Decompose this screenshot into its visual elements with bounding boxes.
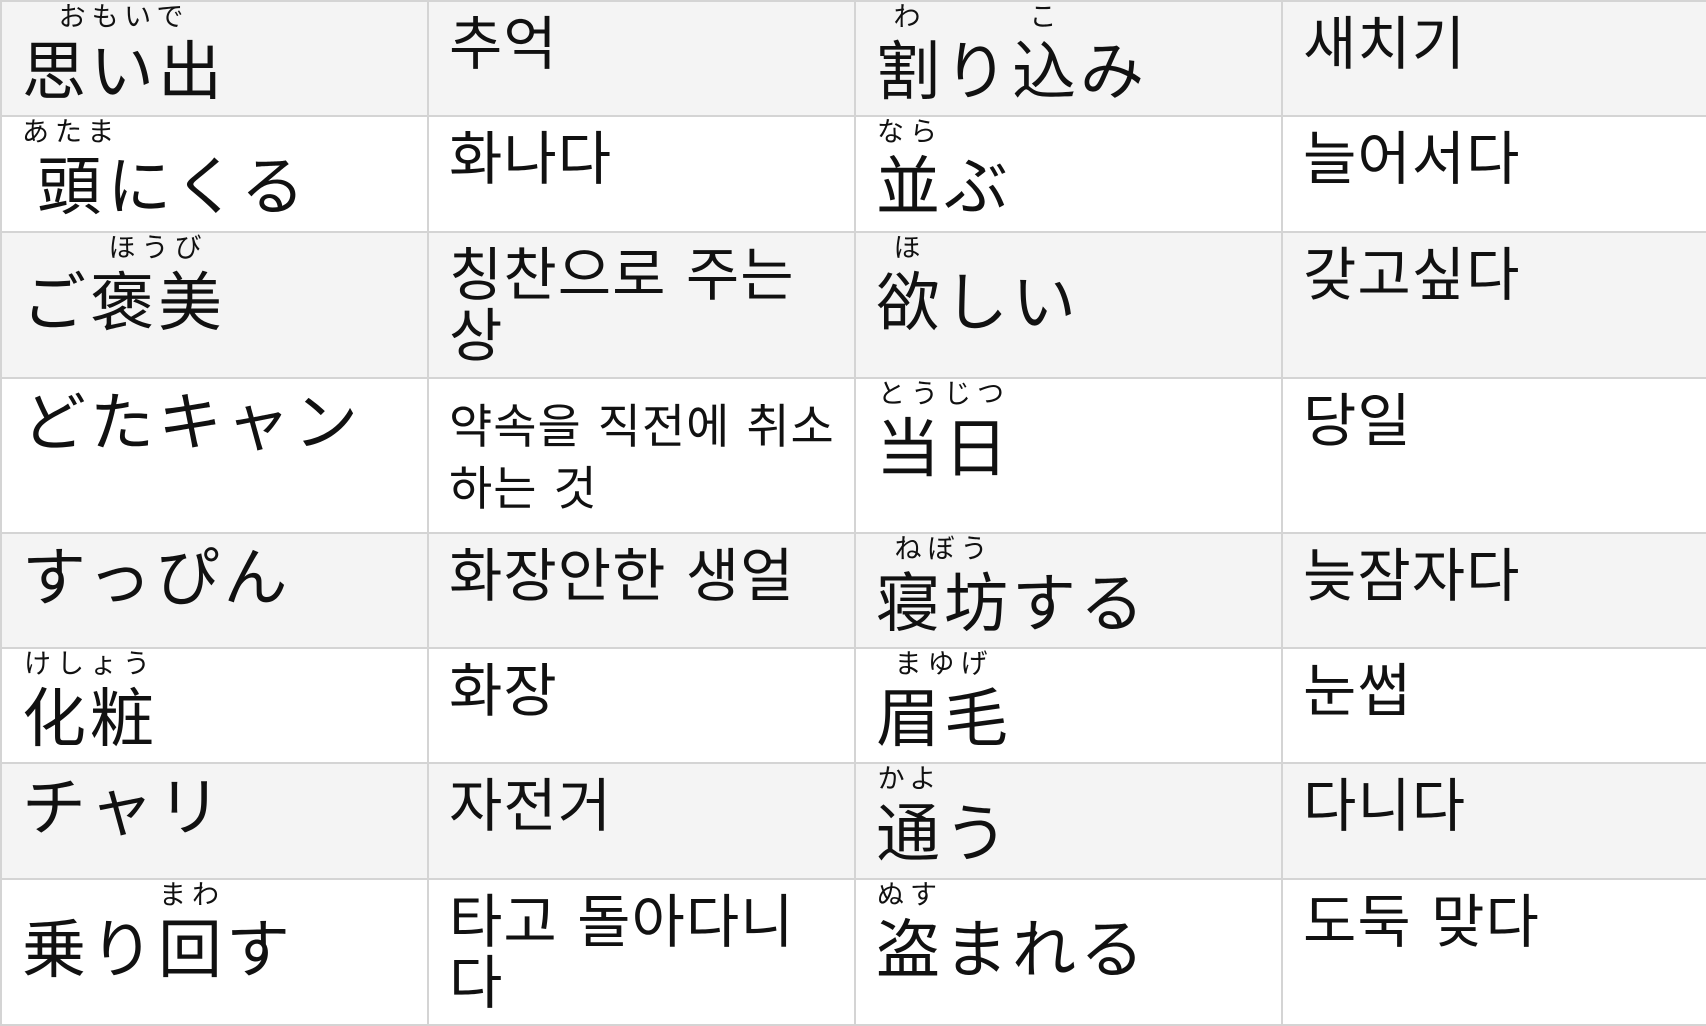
furigana-word: 欲ほ — [876, 232, 944, 341]
furigana-word: 眉毛まゆげ — [876, 649, 1012, 758]
japanese-term-cell: 並ならぶ — [854, 115, 1283, 233]
kana-text: ご — [22, 266, 90, 341]
kana-text: み — [1080, 36, 1148, 110]
japanese-term-cell: 盗ぬすまれる — [854, 877, 1283, 1026]
japanese-term-cell: 乗り回まわす — [0, 877, 429, 1026]
furigana-reading: なら — [876, 117, 944, 149]
korean-meaning-cell: 화장안한 생얼 — [427, 531, 856, 650]
furigana-reading: かよ — [876, 764, 944, 796]
furigana-word: 並なら — [876, 117, 944, 226]
japanese-term-cell: すっぴん — [0, 531, 429, 650]
furigana-reading: まゆげ — [876, 649, 1012, 681]
table-row: すっぴん 화장안한 생얼 寝坊ねぼうする 늦잠자다 — [0, 531, 1706, 650]
furigana-word: 盗ぬす — [876, 879, 944, 988]
table-row: 化粧けしょう 화장 眉毛まゆげ 눈썹 — [0, 647, 1706, 765]
kana-text: にくる — [107, 151, 309, 226]
furigana-word: 込こ — [1012, 2, 1080, 110]
kana-text: しい — [944, 266, 1080, 341]
furigana-reading: ほうび — [90, 232, 226, 264]
furigana-reading: おもいで — [22, 2, 226, 33]
table-row: 頭あたまにくる 화나다 並ならぶ 늘어서다 — [0, 115, 1706, 233]
korean-meaning-cell: 늦잠자다 — [1281, 531, 1706, 650]
japanese-term-cell: 思い出おもいで — [0, 0, 429, 118]
furigana-word: 褒美ほうび — [90, 232, 226, 341]
korean-meaning-cell: 도둑 맞다 — [1281, 877, 1706, 1026]
korean-meaning-cell: 화나다 — [427, 115, 856, 233]
korean-meaning-cell: 눈썹 — [1281, 647, 1706, 765]
korean-meaning-cell: 새치기 — [1281, 0, 1706, 118]
table-row: 乗り回まわす 타고 돌아다니다 盗ぬすまれる 도둑 맞다 — [0, 877, 1706, 1026]
japanese-term-cell: 頭あたまにくる — [0, 115, 429, 233]
japanese-term-cell: ご褒美ほうび — [0, 230, 429, 379]
kana-text: チャリ — [22, 772, 226, 847]
kana-text: 乗り — [22, 913, 158, 988]
japanese-term-cell: 通かよう — [854, 762, 1283, 880]
korean-meaning-cell: 추억 — [427, 0, 856, 118]
furigana-word: 寝坊ねぼう — [876, 533, 1012, 642]
korean-meaning-cell: 자전거 — [427, 762, 856, 880]
furigana-reading: とうじつ — [876, 378, 1012, 410]
kana-text: り — [944, 36, 1012, 110]
furigana-reading: まわ — [158, 879, 226, 911]
furigana-reading: こ — [1012, 2, 1080, 33]
kana-text: する — [1012, 567, 1148, 642]
kana-text: ぶ — [944, 151, 1012, 226]
furigana-word: 通かよ — [876, 764, 944, 873]
furigana-word: 回まわ — [158, 879, 226, 988]
furigana-reading: けしょう — [22, 649, 158, 681]
korean-meaning-cell: 갖고싶다 — [1281, 230, 1706, 379]
japanese-term-cell: 当日とうじつ — [854, 376, 1283, 534]
table-row: チャリ 자전거 通かよう 다니다 — [0, 762, 1706, 880]
korean-meaning-cell: 늘어서다 — [1281, 115, 1706, 233]
japanese-term-cell: 欲ほしい — [854, 230, 1283, 379]
table-row: どたキャン 약속을 직전에 취소하는 것 当日とうじつ 당일 — [0, 376, 1706, 534]
furigana-word: 割わ — [876, 2, 944, 110]
korean-meaning-cell: 당일 — [1281, 376, 1706, 534]
japanese-term-cell: 寝坊ねぼうする — [854, 531, 1283, 650]
furigana-word: 当日とうじつ — [876, 378, 1012, 487]
furigana-reading: わ — [876, 2, 944, 33]
furigana-word: 頭あたま — [22, 117, 121, 226]
japanese-term-cell: 眉毛まゆげ — [854, 647, 1283, 765]
table-row: ご褒美ほうび 칭찬으로 주는 상 欲ほしい 갖고싶다 — [0, 230, 1706, 379]
furigana-word: 化粧けしょう — [22, 649, 158, 758]
kana-text: どたキャン — [22, 386, 362, 461]
japanese-term-cell: 化粧けしょう — [0, 647, 429, 765]
furigana-reading: ぬす — [876, 879, 944, 911]
korean-meaning-cell: 칭찬으로 주는 상 — [427, 230, 856, 379]
korean-meaning-cell: 타고 돌아다니다 — [427, 877, 856, 1026]
furigana-reading: ほ — [876, 232, 944, 264]
furigana-reading: あたま — [22, 117, 121, 149]
korean-meaning-cell: 약속을 직전에 취소하는 것 — [427, 376, 856, 534]
kana-text: まれる — [944, 913, 1148, 988]
kana-text: う — [944, 798, 1012, 873]
table-row: 思い出おもいで 추억 割わり込こみ 새치기 — [0, 0, 1706, 118]
japanese-term-cell: どたキャン — [0, 376, 429, 534]
furigana-reading: ねぼう — [876, 533, 1012, 565]
furigana-word: 思い出おもいで — [22, 2, 226, 110]
kana-text: すっぴん — [22, 541, 292, 616]
korean-meaning-cell: 화장 — [427, 647, 856, 765]
korean-meaning-cell: 다니다 — [1281, 762, 1706, 880]
japanese-term-cell: 割わり込こみ — [854, 0, 1283, 118]
japanese-term-cell: チャリ — [0, 762, 429, 880]
kana-text: す — [226, 913, 294, 988]
